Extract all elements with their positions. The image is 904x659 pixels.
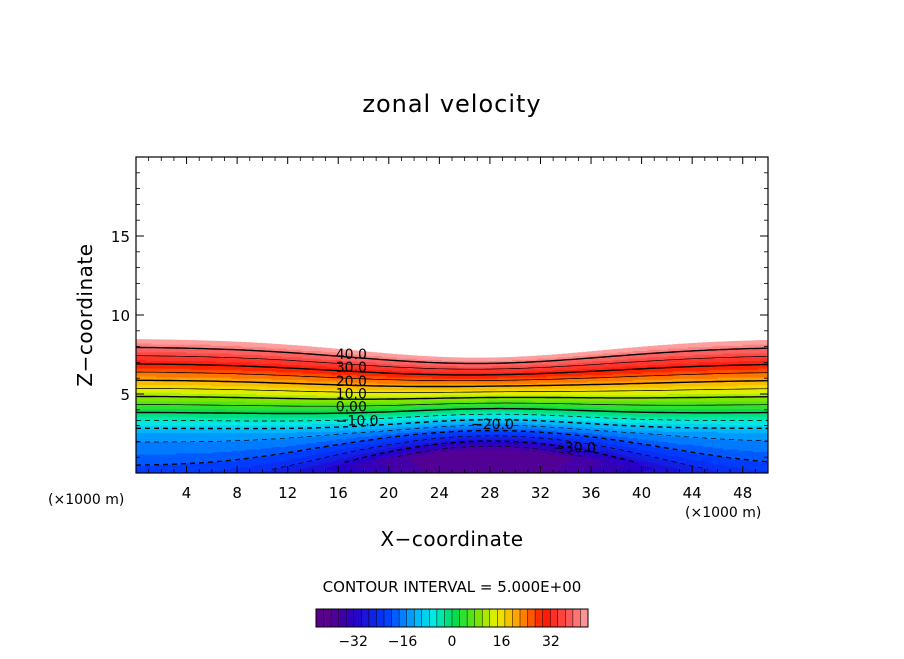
- colorbar-swatch: [490, 609, 498, 627]
- contour-interval-label: CONTOUR INTERVAL = 5.000E+00: [323, 578, 582, 596]
- chart-title: zonal velocity: [362, 90, 541, 118]
- colorbar-swatch: [558, 609, 566, 627]
- y-tick-label: 10: [111, 307, 130, 325]
- x-tick-label: 24: [430, 484, 449, 502]
- colorbar-swatch: [316, 609, 324, 627]
- colorbar-swatch: [475, 609, 483, 627]
- y-axis-title: Z−coordinate: [73, 243, 97, 386]
- colorbar-swatch: [407, 609, 415, 627]
- x-axis-unit-right: (×1000 m): [685, 505, 761, 521]
- colorbar-swatch: [467, 609, 475, 627]
- colorbar-swatch: [535, 609, 543, 627]
- colorbar-swatch: [482, 609, 490, 627]
- x-tick-label: 8: [232, 484, 242, 502]
- colorbar: [316, 609, 588, 627]
- colorbar-swatch: [392, 609, 400, 627]
- x-tick-label: 44: [683, 484, 702, 502]
- x-tick-label: 28: [480, 484, 499, 502]
- colorbar-swatch: [452, 609, 460, 627]
- contour-label: −20.0: [471, 417, 514, 433]
- colorbar-swatch: [497, 609, 505, 627]
- colorbar-swatch: [346, 609, 354, 627]
- colorbar-swatch: [422, 609, 430, 627]
- colorbar-tick-label: 32: [542, 634, 560, 650]
- colorbar-tick-label: 16: [493, 634, 511, 650]
- colorbar-swatch: [460, 609, 468, 627]
- x-tick-label: 12: [278, 484, 297, 502]
- colorbar-swatch: [361, 609, 369, 627]
- colorbar-swatch: [339, 609, 347, 627]
- colorbar-swatch: [573, 609, 581, 627]
- x-tick-label: 36: [581, 484, 600, 502]
- colorbar-swatch: [520, 609, 528, 627]
- x-tick-label: 32: [531, 484, 550, 502]
- colorbar-swatch: [550, 609, 558, 627]
- colorbar-swatch: [444, 609, 452, 627]
- colorbar-swatch: [543, 609, 551, 627]
- colorbar-ticks: −32 −16 0 16 32: [338, 634, 559, 650]
- colorbar-swatch: [376, 609, 384, 627]
- colorbar-swatch: [354, 609, 362, 627]
- x-tick-label: 16: [329, 484, 348, 502]
- contour-label: −30.0: [553, 441, 596, 457]
- x-tick-label: 20: [379, 484, 398, 502]
- colorbar-swatch: [384, 609, 392, 627]
- y-tick-label: 5: [120, 386, 130, 404]
- colorbar-swatch: [331, 609, 339, 627]
- colorbar-swatch: [505, 609, 513, 627]
- x-tick-label: 4: [182, 484, 192, 502]
- colorbar-swatch: [512, 609, 520, 627]
- contour-label: −10.0: [336, 414, 379, 430]
- colorbar-tick-label: 0: [448, 634, 457, 650]
- x-tick-label: 40: [632, 484, 651, 502]
- colorbar-swatch: [369, 609, 377, 627]
- colorbar-swatch: [580, 609, 588, 627]
- colorbar-swatch: [565, 609, 573, 627]
- x-tick-label: 48: [733, 484, 752, 502]
- colorbar-swatch: [429, 609, 437, 627]
- colorbar-swatch: [528, 609, 536, 627]
- colorbar-swatch: [414, 609, 422, 627]
- x-axis-unit-left: (×1000 m): [48, 492, 124, 508]
- colorbar-swatch: [324, 609, 332, 627]
- colorbar-tick-label: −32: [338, 634, 368, 650]
- colorbar-swatch: [437, 609, 445, 627]
- colorbar-tick-label: −16: [388, 634, 418, 650]
- x-axis-title: X−coordinate: [380, 527, 523, 551]
- y-tick-label: 15: [111, 228, 130, 246]
- colorbar-swatch: [399, 609, 407, 627]
